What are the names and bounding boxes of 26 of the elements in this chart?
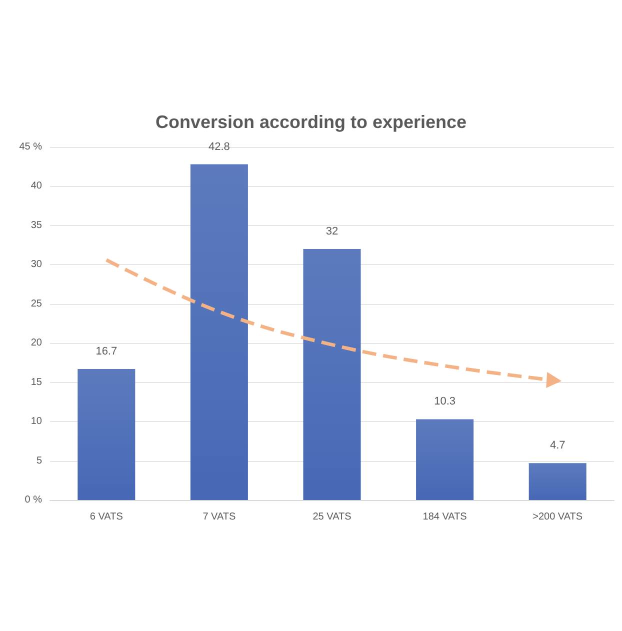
y-tick-label: 0 % (24, 494, 42, 506)
data-label: 10.3 (434, 396, 456, 408)
y-tick-label: 35 (30, 220, 42, 231)
data-label: 42.8 (208, 140, 230, 153)
x-tick-label: 7 VATS (202, 512, 236, 522)
y-tick-label: 40 (30, 180, 42, 192)
bar (528, 463, 586, 500)
bar (190, 164, 248, 500)
x-tick-label: 6 VATS (90, 512, 124, 522)
y-tick-label: 20 (30, 338, 42, 349)
bar (303, 248, 361, 500)
data-label: 4.7 (550, 440, 566, 452)
y-tick-label: 10 (30, 416, 42, 428)
data-label: 16.7 (96, 346, 118, 358)
x-tick-label: >200 VATS (532, 512, 583, 522)
y-tick-label: 45 % (19, 142, 42, 152)
data-label: 32 (326, 225, 338, 238)
y-tick-label: 25 (30, 298, 42, 310)
bar (416, 419, 474, 500)
y-tick-label: 15 (30, 376, 42, 388)
bar (78, 369, 136, 500)
x-tick-label: 184 VATS (422, 512, 468, 522)
x-tick-label: 25 VATS (312, 512, 352, 522)
y-tick-label: 5 (36, 455, 42, 466)
y-tick-label: 30 (30, 259, 42, 270)
chart-title: Conversion according to experience (155, 112, 467, 132)
